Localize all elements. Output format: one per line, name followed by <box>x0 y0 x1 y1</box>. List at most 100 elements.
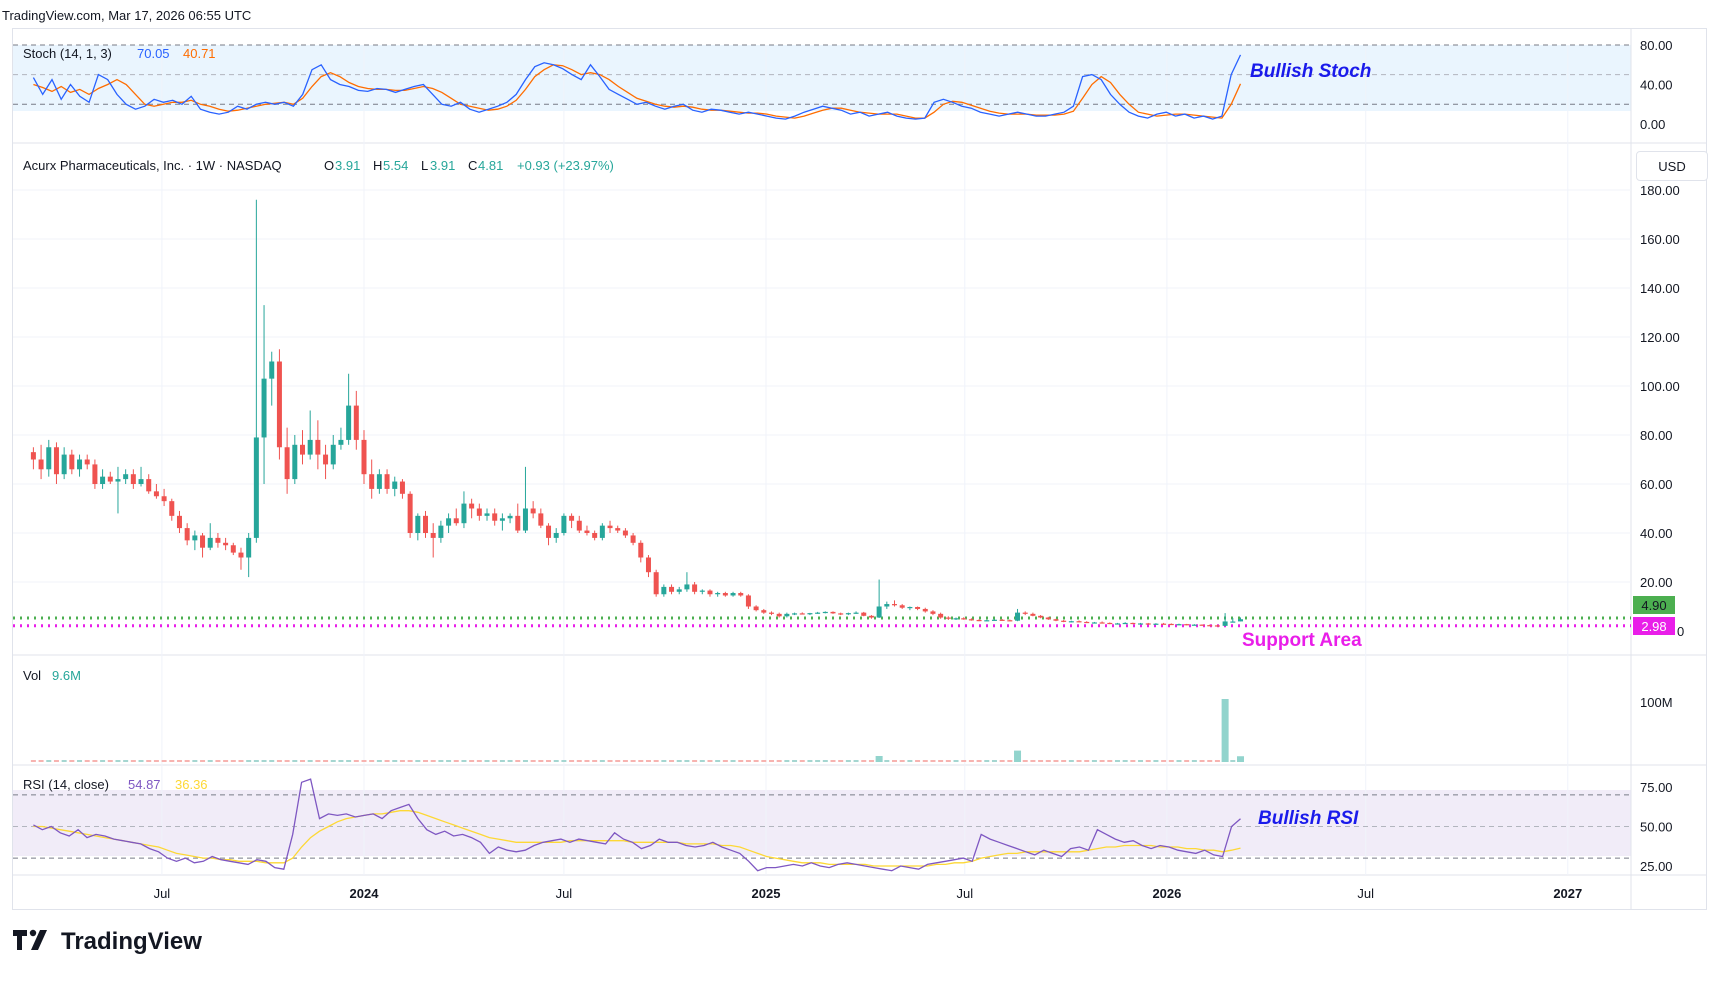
candle-body <box>238 552 244 558</box>
candle-body <box>492 513 498 521</box>
last-price-tag: 4.90 <box>1641 598 1666 613</box>
candle-body <box>868 615 874 618</box>
volume-bar-small <box>361 760 367 762</box>
candle-body <box>569 515 575 521</box>
candle-body <box>230 545 236 553</box>
volume-bar-small <box>415 760 421 762</box>
candle-body <box>515 515 521 531</box>
candle-body <box>284 447 290 480</box>
volume-bar-small <box>169 760 175 762</box>
volume-bar-small <box>1161 760 1167 762</box>
candle-body <box>1122 622 1128 625</box>
candle-body <box>876 606 882 618</box>
stoch-tick-label: 40.00 <box>1640 78 1673 93</box>
volume-bar-small <box>684 760 690 762</box>
support-lines <box>13 616 1631 628</box>
candle-body <box>223 542 229 546</box>
candle-body <box>376 474 382 489</box>
volume-bar-small <box>46 760 52 762</box>
price-tick-label: 160.00 <box>1640 232 1680 247</box>
candle-body <box>215 537 221 543</box>
candle-body <box>645 557 651 573</box>
candle-body <box>546 525 552 538</box>
volume-bar-small <box>184 760 190 762</box>
volume-bar-small <box>907 760 913 762</box>
candle-body <box>469 503 475 509</box>
support-tag: 2.98 <box>1641 619 1666 634</box>
candle-body <box>953 618 959 620</box>
volume-bar-small <box>346 760 352 762</box>
time-tick-label: Jul <box>556 886 573 901</box>
candle-body <box>1168 623 1174 626</box>
volume-bar-small <box>607 760 613 762</box>
candle-body <box>1099 622 1105 624</box>
candle-body <box>784 613 790 617</box>
candle-body <box>815 612 821 614</box>
volume-bar-small <box>1230 760 1236 762</box>
volume-bar-small <box>892 760 898 762</box>
candle-body <box>961 618 967 620</box>
candle-body <box>730 593 736 596</box>
candle-body <box>522 508 528 531</box>
stoch-d-line <box>33 64 1242 119</box>
volume-bar-small <box>446 760 452 762</box>
volume-bar-small <box>1130 760 1136 762</box>
rsi-line <box>33 778 1241 872</box>
volume-bar-small <box>253 760 259 762</box>
candle-body <box>269 361 275 379</box>
candle-body <box>638 542 644 558</box>
price-tick-label: 0 <box>1677 624 1684 639</box>
volume-bar-small <box>307 760 313 762</box>
candle-body <box>92 464 98 484</box>
volume-bar-small <box>69 760 75 762</box>
volume-bar-small <box>622 760 628 762</box>
volume-bar-small <box>930 760 936 762</box>
volume-bar-small <box>1214 760 1220 762</box>
volume-bar-small <box>1053 760 1059 762</box>
volume-bar-small <box>430 760 436 762</box>
candle-body <box>576 520 582 531</box>
candle-body <box>968 619 974 621</box>
candle-body <box>84 459 90 465</box>
currency-button[interactable]: USD <box>1636 151 1708 181</box>
volume-bar-small <box>1176 760 1182 762</box>
volume-bar-small <box>915 760 921 762</box>
volume-bar-small <box>392 760 398 762</box>
volume-bar-small <box>707 760 713 762</box>
volume-bar-small <box>223 760 229 762</box>
volume-bar-small <box>1107 760 1113 762</box>
candle-body <box>776 613 782 617</box>
volume-bar-small <box>100 760 106 762</box>
volume-bar <box>875 756 883 762</box>
candle-body <box>1045 617 1051 620</box>
candle-body <box>130 474 136 484</box>
candles <box>30 199 1243 627</box>
stoch-k-value: 70.05 <box>137 46 170 61</box>
price-tick-label: 80.00 <box>1640 428 1673 443</box>
candle-body <box>684 584 690 590</box>
candle-body <box>476 508 482 516</box>
tradingview-logo-icon <box>13 928 53 956</box>
candle-body <box>1114 623 1120 625</box>
candle-body <box>930 611 936 614</box>
volume-bar-small <box>1076 760 1082 762</box>
candle-body <box>761 610 767 613</box>
candle-body <box>307 439 313 455</box>
candle-body <box>338 439 344 445</box>
volume-bar-small <box>968 760 974 762</box>
volume-bar-small <box>784 760 790 762</box>
candle-body <box>530 508 536 514</box>
volume-bar-small <box>1068 760 1074 762</box>
volume-bar-small <box>423 760 429 762</box>
volume-bar-small <box>438 760 444 762</box>
volume-bar-small <box>315 760 321 762</box>
volume-bar-small <box>1145 760 1151 762</box>
volume-bar-small <box>638 760 644 762</box>
volume-bar-small <box>146 760 152 762</box>
candle-body <box>692 584 698 592</box>
volume-bar-small <box>330 760 336 762</box>
volume-bar-small <box>207 760 213 762</box>
volume-bar-small <box>722 760 728 762</box>
candle-body <box>745 595 751 607</box>
